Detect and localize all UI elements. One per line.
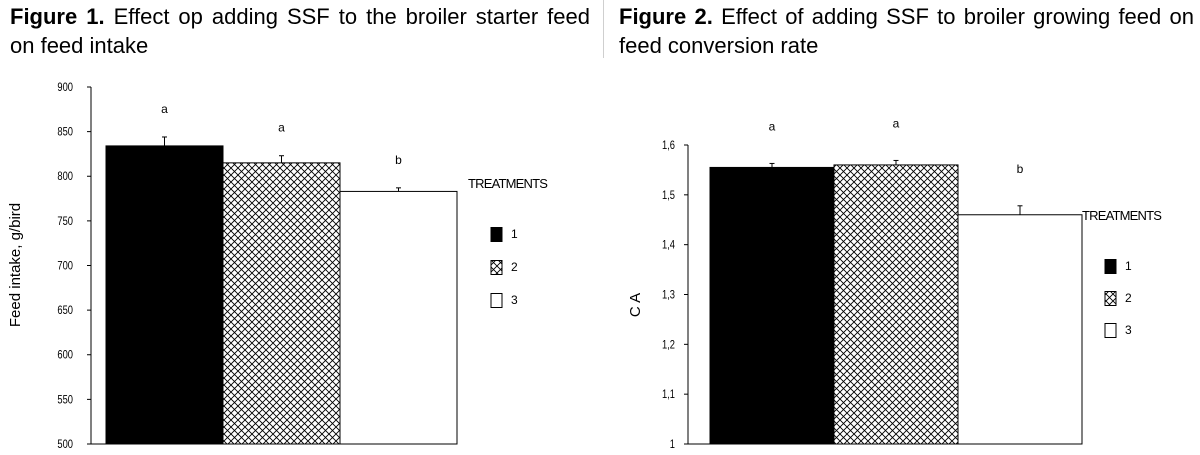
figure-2-legend-label-1: 1 [1125,259,1132,273]
figure-2-y-axis-label: C A [627,293,644,317]
figure-1-legend-swatch-2 [490,260,503,275]
figure-1-y-tick-label: 700 [57,259,73,272]
figure-2-legend-swatch-2 [1104,291,1117,306]
figure-2-legend-label-3: 3 [1125,323,1132,337]
figure-1-legend-swatch-3 [490,293,503,308]
figure-2-y-tick-label: 1,4 [662,239,675,252]
figure-2-significance-label-3: b [1017,162,1024,176]
figure-1-caption-label: Figure 1. [10,4,105,29]
figure-1-y-tick-label: 500 [57,438,73,451]
figure-2-chart: 1 1,1 1,2 1,3 1,4 1,5 1,6 C A a a b TREATMENTS 1 2 3 [627,116,1163,451]
figure-2-y-tick-label: 1,3 [662,288,675,301]
figure-2-y-tick-label: 1,1 [662,388,675,401]
figure-1-significance-label-3: b [395,153,402,167]
figure-1-bar-3 [339,190,458,445]
figure-1-bar-1 [105,145,224,445]
figure-2-bar-2 [833,164,959,445]
figure-2-caption-label: Figure 2. [619,4,713,29]
figure-2-significance-label-1: a [769,119,776,133]
figure-1-legend-label-2: 2 [511,260,518,274]
figure-1-chart: 500 550 600 650 700 750 800 850 900 Feed intake, … [7,81,549,451]
figure-1-y-tick-label: 600 [57,349,73,362]
figure-1-y-tick-label: 650 [57,304,73,317]
figure-2-bar-1 [709,166,835,445]
figure-2-y-tick-label: 1,6 [662,139,675,152]
figure-2-legend-swatch-3 [1104,323,1117,338]
figure-2-y-tick-label: 1,2 [662,338,675,351]
figure-1-y-tick-label: 850 [57,126,73,139]
figure-2-y-tick-label: 1 [670,438,675,451]
figure-1-significance-label-1: a [161,102,168,116]
figure-1-y-axis-label: Feed intake, g/bird [7,203,24,327]
figure-2-legend-swatch-1 [1104,259,1117,274]
figure-1-bar-2 [222,162,341,445]
figure-2-bar-3 [957,214,1083,445]
figure-2-caption-text: Effect of adding SSF to broiler growing … [619,4,1194,58]
caption-divider [603,0,604,58]
figure-1-y-tick-label: 800 [57,170,73,183]
figure-1-caption-text: Effect op adding SSF to the broiler star… [10,4,590,58]
figure-2-y-tick-label: 1,5 [662,189,675,202]
figure-1-legend-label-3: 3 [511,293,518,307]
figure-1-legend-title: TREATMENTS [468,176,548,191]
figure-1-y-tick-label: 550 [57,393,73,406]
figure-1-significance-label-2: a [278,121,285,135]
figure-1-legend-swatch-1 [490,227,503,242]
figure-1-y-tick-label: 900 [57,81,73,94]
figure-1-y-tick-label: 750 [57,215,73,228]
figure-2-caption: Figure 2. Effect of adding SSF to broile… [619,2,1194,60]
figure-2-legend-title: TREATMENTS [1082,208,1162,223]
figure-1-legend-label-1: 1 [511,227,518,241]
figure-1-caption: Figure 1. Effect op adding SSF to the br… [10,2,590,60]
figure-2-legend-label-2: 2 [1125,291,1132,305]
figure-2-significance-label-2: a [893,116,900,130]
